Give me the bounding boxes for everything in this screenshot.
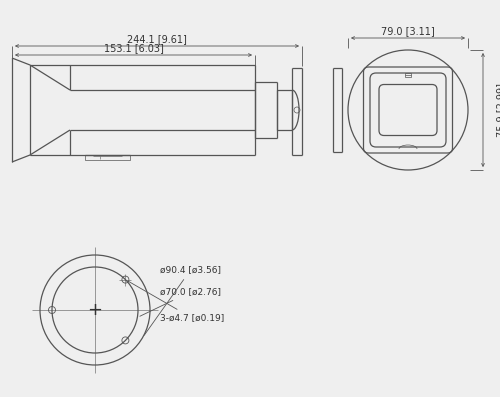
Text: ø70.0 [ø2.76]: ø70.0 [ø2.76]: [140, 287, 221, 316]
Text: 3-ø4.7 [ø0.19]: 3-ø4.7 [ø0.19]: [128, 281, 224, 322]
Text: 153.1 [6.03]: 153.1 [6.03]: [104, 43, 164, 53]
Text: 244.1 [9.61]: 244.1 [9.61]: [127, 34, 187, 44]
Text: ø90.4 [ø3.56]: ø90.4 [ø3.56]: [144, 266, 221, 335]
Text: 79.0 [3.11]: 79.0 [3.11]: [381, 26, 435, 36]
Text: 75.9 [2.99]: 75.9 [2.99]: [496, 83, 500, 137]
Text: +: +: [88, 301, 102, 319]
Bar: [85, 155, 130, 160]
Bar: [405, 73, 411, 77]
